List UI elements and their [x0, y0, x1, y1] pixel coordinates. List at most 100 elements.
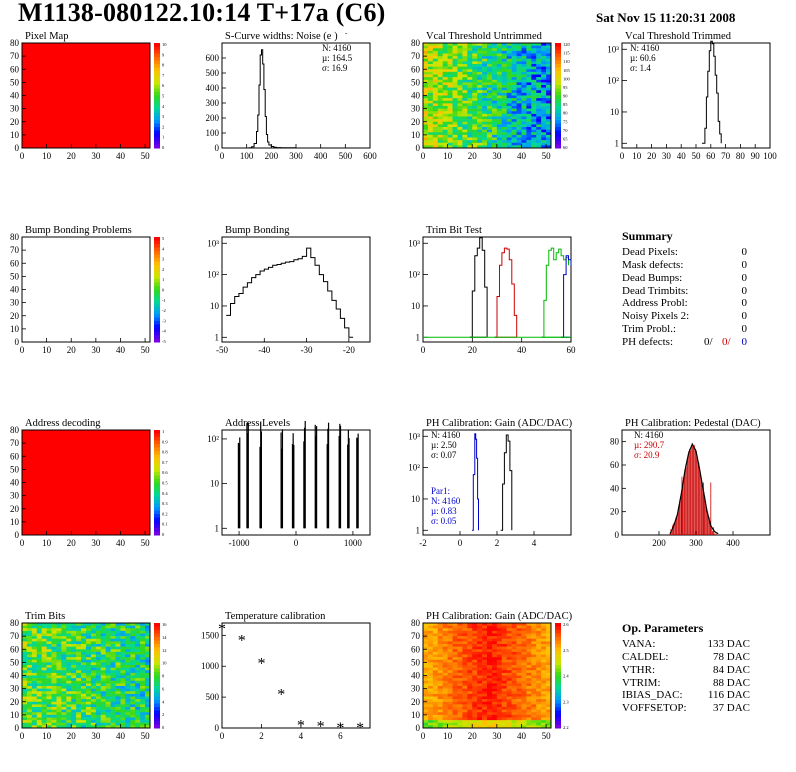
color-scale-band — [154, 672, 160, 676]
heatmap-cell — [531, 108, 537, 112]
heatmap-cell — [66, 638, 72, 642]
heatmap-cell — [482, 90, 488, 94]
color-scale-band — [154, 517, 160, 522]
heatmap-cell — [487, 714, 493, 718]
heatmap-cell — [442, 651, 448, 655]
heatmap-cell — [541, 48, 547, 52]
heatmap-cell — [130, 644, 136, 647]
heatmap-cell — [521, 64, 527, 67]
heatmap-cell — [531, 137, 537, 141]
x-tick-label: 10 — [632, 151, 642, 161]
heatmap-cell — [31, 699, 38, 703]
heatmap-cell — [56, 638, 62, 642]
heatmap-cell — [61, 630, 67, 634]
y-tick-label: 10 — [411, 301, 421, 311]
heatmap-cell — [22, 699, 28, 703]
heatmap-cell — [477, 667, 483, 671]
heatmap-cell — [506, 129, 512, 133]
heatmap-cell — [447, 134, 453, 138]
heatmap-cell — [61, 675, 67, 679]
heatmap-cell — [531, 630, 537, 634]
heatmap-cell — [120, 670, 126, 674]
heatmap-cell — [457, 79, 463, 83]
heatmap-cell — [76, 646, 82, 650]
heatmap-cell — [506, 657, 512, 661]
heatmap-cell — [66, 646, 72, 650]
heatmap-cell — [423, 691, 429, 695]
heatmap-cell — [81, 691, 87, 695]
heatmap-cell — [432, 651, 439, 655]
heatmap-cell — [105, 646, 111, 650]
x-tick-label: 10 — [443, 731, 453, 741]
heatmap-cell — [506, 686, 512, 689]
heatmap-cell — [531, 50, 537, 54]
heatmap-cell — [526, 71, 532, 75]
heatmap-cell — [501, 649, 507, 653]
stats-text: σ: 0.07 — [431, 450, 457, 460]
heatmap-cell — [506, 98, 512, 102]
heatmap-cell — [22, 654, 28, 658]
heatmap-cell — [457, 696, 463, 700]
heatmap-cell — [526, 53, 532, 57]
heatmap-cell — [125, 636, 131, 640]
color-scale-band — [154, 286, 160, 290]
ph-defects-red: 0/ — [722, 336, 731, 349]
heatmap-cell — [477, 659, 483, 663]
y-tick-label: 70 — [10, 631, 20, 641]
heatmap-cell — [36, 641, 42, 645]
heatmap-cell — [86, 659, 92, 663]
heatmap-cell — [482, 121, 488, 125]
heatmap-cell — [546, 61, 552, 65]
heatmap-cell — [531, 693, 537, 697]
heatmap-cell — [452, 633, 458, 637]
heatmap-cell — [477, 116, 483, 120]
y-tick-label: 50 — [10, 271, 20, 281]
heatmap-cell — [22, 641, 28, 645]
color-scale-label: 120 — [563, 42, 571, 47]
summary-row: Address Probl: 0 — [622, 297, 747, 310]
heatmap-cell — [130, 691, 136, 695]
heatmap-cell — [41, 665, 47, 668]
heatmap-cell — [511, 651, 517, 655]
heatmap-cell — [423, 77, 429, 81]
heatmap-cell — [427, 58, 434, 62]
heatmap-cell — [125, 701, 131, 705]
heatmap-cell — [442, 43, 448, 46]
color-scale-label: 0 — [162, 532, 165, 537]
y-tick-label: 10² — [207, 270, 219, 280]
heatmap-cell — [140, 714, 146, 718]
heatmap-cell — [95, 623, 102, 626]
heatmap-cell — [125, 638, 131, 642]
heatmap-cell — [536, 113, 542, 117]
heatmap-cell — [482, 722, 488, 726]
heatmap-cell — [86, 696, 92, 700]
heatmap-cell — [442, 667, 448, 671]
heatmap-cell — [491, 691, 498, 695]
heatmap-cell — [546, 625, 552, 629]
heatmap-cell — [467, 53, 473, 57]
heatmap-cell — [506, 132, 512, 136]
heatmap-cell — [140, 651, 146, 655]
heatmap-cell — [521, 79, 527, 83]
heatmap-cell — [105, 649, 111, 653]
color-scale-band — [154, 465, 160, 469]
heatmap-cell — [61, 633, 67, 637]
heatmap-cell — [41, 701, 47, 705]
color-scale-band — [154, 310, 160, 315]
heatmap-cell — [521, 71, 527, 75]
heatmap-cell — [482, 129, 488, 133]
heatmap-cell — [56, 641, 62, 645]
heatmap-cell — [482, 675, 488, 679]
heatmap-cell — [437, 672, 443, 676]
heatmap-cell — [447, 74, 453, 78]
heatmap-cell — [511, 87, 517, 91]
heatmap-cell — [447, 657, 453, 661]
heatmap-cell — [442, 714, 448, 718]
heatmap-cell — [546, 707, 552, 710]
heatmap-cell — [511, 712, 517, 716]
color-scale-band — [154, 307, 160, 311]
heatmap-cell — [521, 675, 527, 679]
heatmap-cell — [442, 85, 448, 88]
heatmap-cell — [95, 644, 102, 647]
